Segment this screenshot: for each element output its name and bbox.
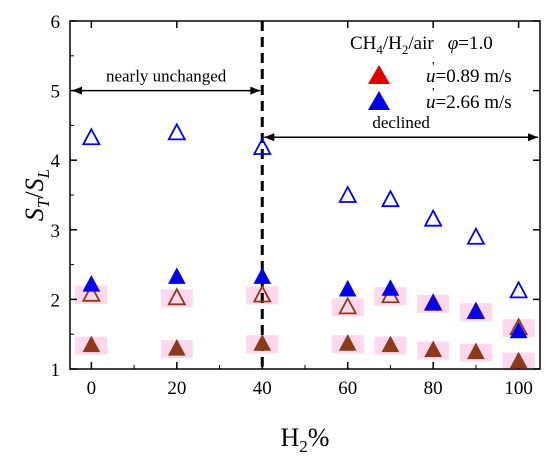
legend-label-high: u=2.66 m/s (426, 92, 512, 113)
data-point (167, 267, 186, 284)
legend-label-low: u=0.89 m/s (426, 66, 512, 87)
annotations: nearly unchanged declined (72, 21, 538, 369)
legend-marker-low (368, 65, 390, 84)
data-point (167, 339, 186, 356)
y-tick-label: 4 (51, 151, 61, 172)
data-point (424, 293, 443, 311)
data-point (423, 208, 443, 227)
x-axis-title: H2% (281, 423, 330, 456)
nearly-unchanged-label: nearly unchanged (106, 67, 227, 86)
x-tick-label: 40 (253, 378, 272, 399)
axis-ticks: 0 20 40 60 80 100 1 2 3 4 5 6 (51, 12, 540, 399)
data-point (167, 287, 187, 306)
data-point (509, 351, 528, 369)
data-point (81, 283, 101, 302)
legend-marker-high (368, 91, 390, 110)
x-tick-label: 100 (504, 378, 533, 399)
data-point (338, 279, 357, 297)
data-point (338, 334, 357, 351)
data-point (424, 340, 443, 358)
data-point (380, 189, 400, 208)
data-point (381, 279, 400, 296)
y-tick-label: 1 (51, 360, 61, 381)
data-point (167, 122, 187, 141)
data-point (509, 280, 529, 299)
highlight-layer (75, 285, 535, 371)
data-point (82, 275, 101, 292)
data-point (253, 267, 272, 284)
x-tick-label: 80 (424, 378, 443, 399)
nearly-unchanged-arrowhead-left (72, 86, 82, 95)
y-tick-label: 3 (51, 221, 61, 242)
nearly-unchanged-arrowhead-right (250, 86, 261, 95)
data-points (81, 122, 529, 369)
x-tick-label: 0 (87, 378, 97, 399)
declined-arrowhead-right (528, 133, 538, 142)
data-point (338, 296, 358, 315)
y-tick-label: 6 (51, 12, 61, 33)
legend-header: CH4/H2/air φ=1.0 (350, 33, 493, 57)
data-point (467, 302, 485, 319)
data-point (252, 137, 272, 155)
y-axis-title: ST/SL (20, 169, 53, 221)
data-point (252, 284, 272, 303)
declined-arrowhead-left (264, 133, 275, 142)
data-point (467, 342, 485, 360)
legend-prime-low: ' (432, 60, 435, 75)
x-tick-label: 20 (167, 378, 186, 399)
y-tick-label: 2 (51, 290, 61, 311)
declined-label: declined (372, 113, 430, 132)
x-tick-label: 60 (338, 378, 357, 399)
data-point (82, 335, 101, 353)
data-point (81, 127, 101, 146)
data-point (466, 226, 486, 245)
data-point (253, 334, 272, 351)
legend-prime-high: ' (432, 86, 435, 101)
y-tick-label: 5 (51, 82, 61, 103)
legend: CH4/H2/air φ=1.0 u=0.89 m/s ' u=2.66 m/s … (350, 33, 512, 113)
data-point (509, 321, 528, 339)
data-point (381, 335, 400, 353)
data-point (338, 185, 358, 203)
